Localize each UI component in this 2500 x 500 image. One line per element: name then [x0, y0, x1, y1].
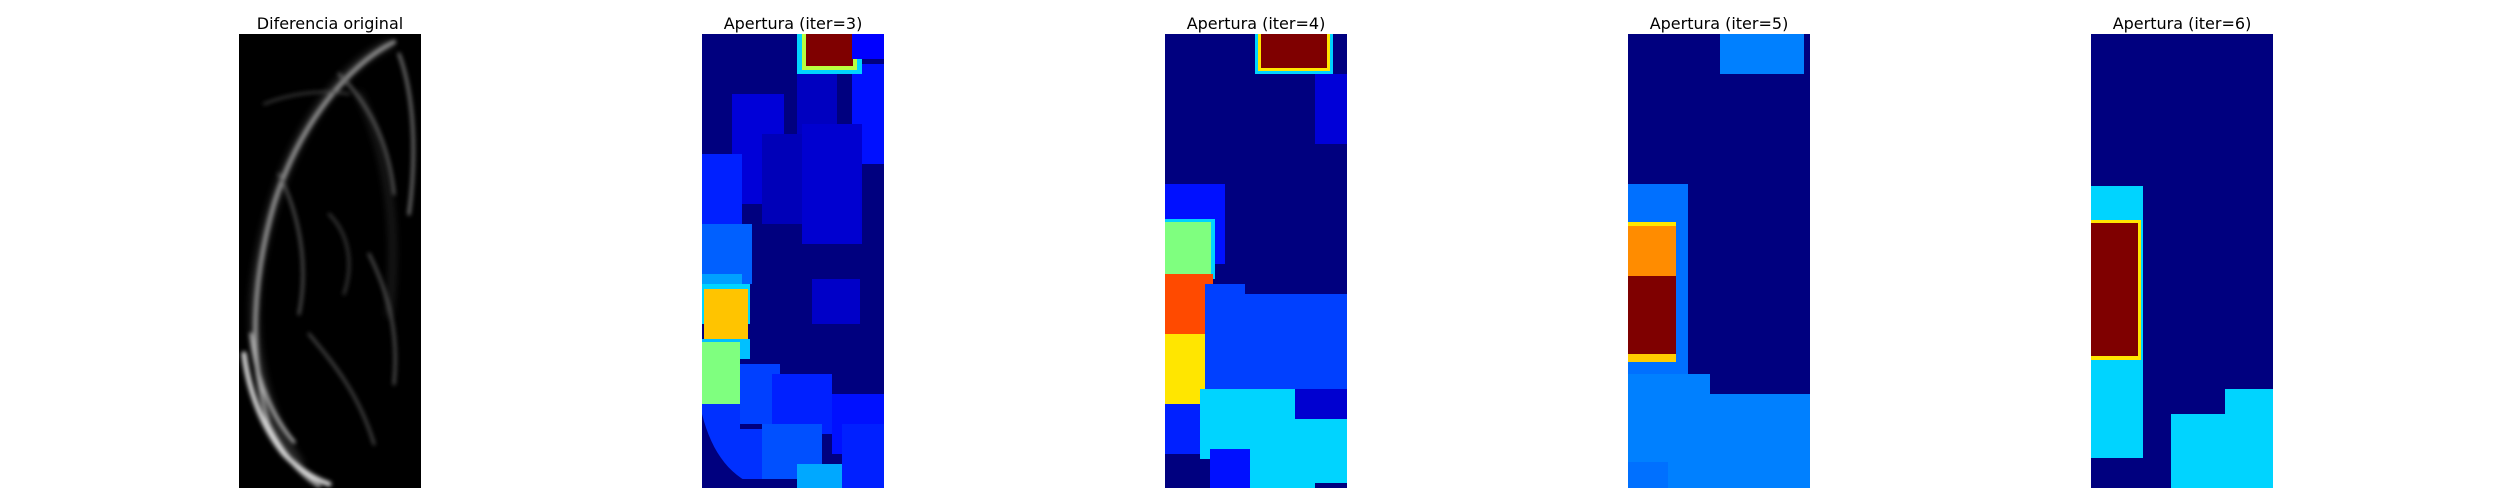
panel-title: Apertura (iter=3) — [723, 14, 863, 33]
panel-opening-iter-6: Apertura (iter=6) — [2091, 0, 2273, 500]
panel-title: Apertura (iter=4) — [1186, 14, 1326, 33]
jet-colormap-image — [1165, 34, 1347, 488]
panel-title: Apertura (iter=6) — [2112, 14, 2252, 33]
panel-title: Diferencia original — [256, 14, 404, 33]
grayscale-image — [239, 34, 421, 488]
jet-colormap-image — [1628, 34, 1810, 488]
jet-colormap-image — [702, 34, 884, 488]
panel-original-difference: Diferencia original — [239, 0, 421, 500]
panel-opening-iter-3: Apertura (iter=3) — [702, 0, 884, 500]
panel-opening-iter-5: Apertura (iter=5) — [1628, 0, 1810, 500]
panel-title: Apertura (iter=5) — [1649, 14, 1789, 33]
panel-opening-iter-4: Apertura (iter=4) — [1165, 0, 1347, 500]
jet-colormap-image — [2091, 34, 2273, 488]
